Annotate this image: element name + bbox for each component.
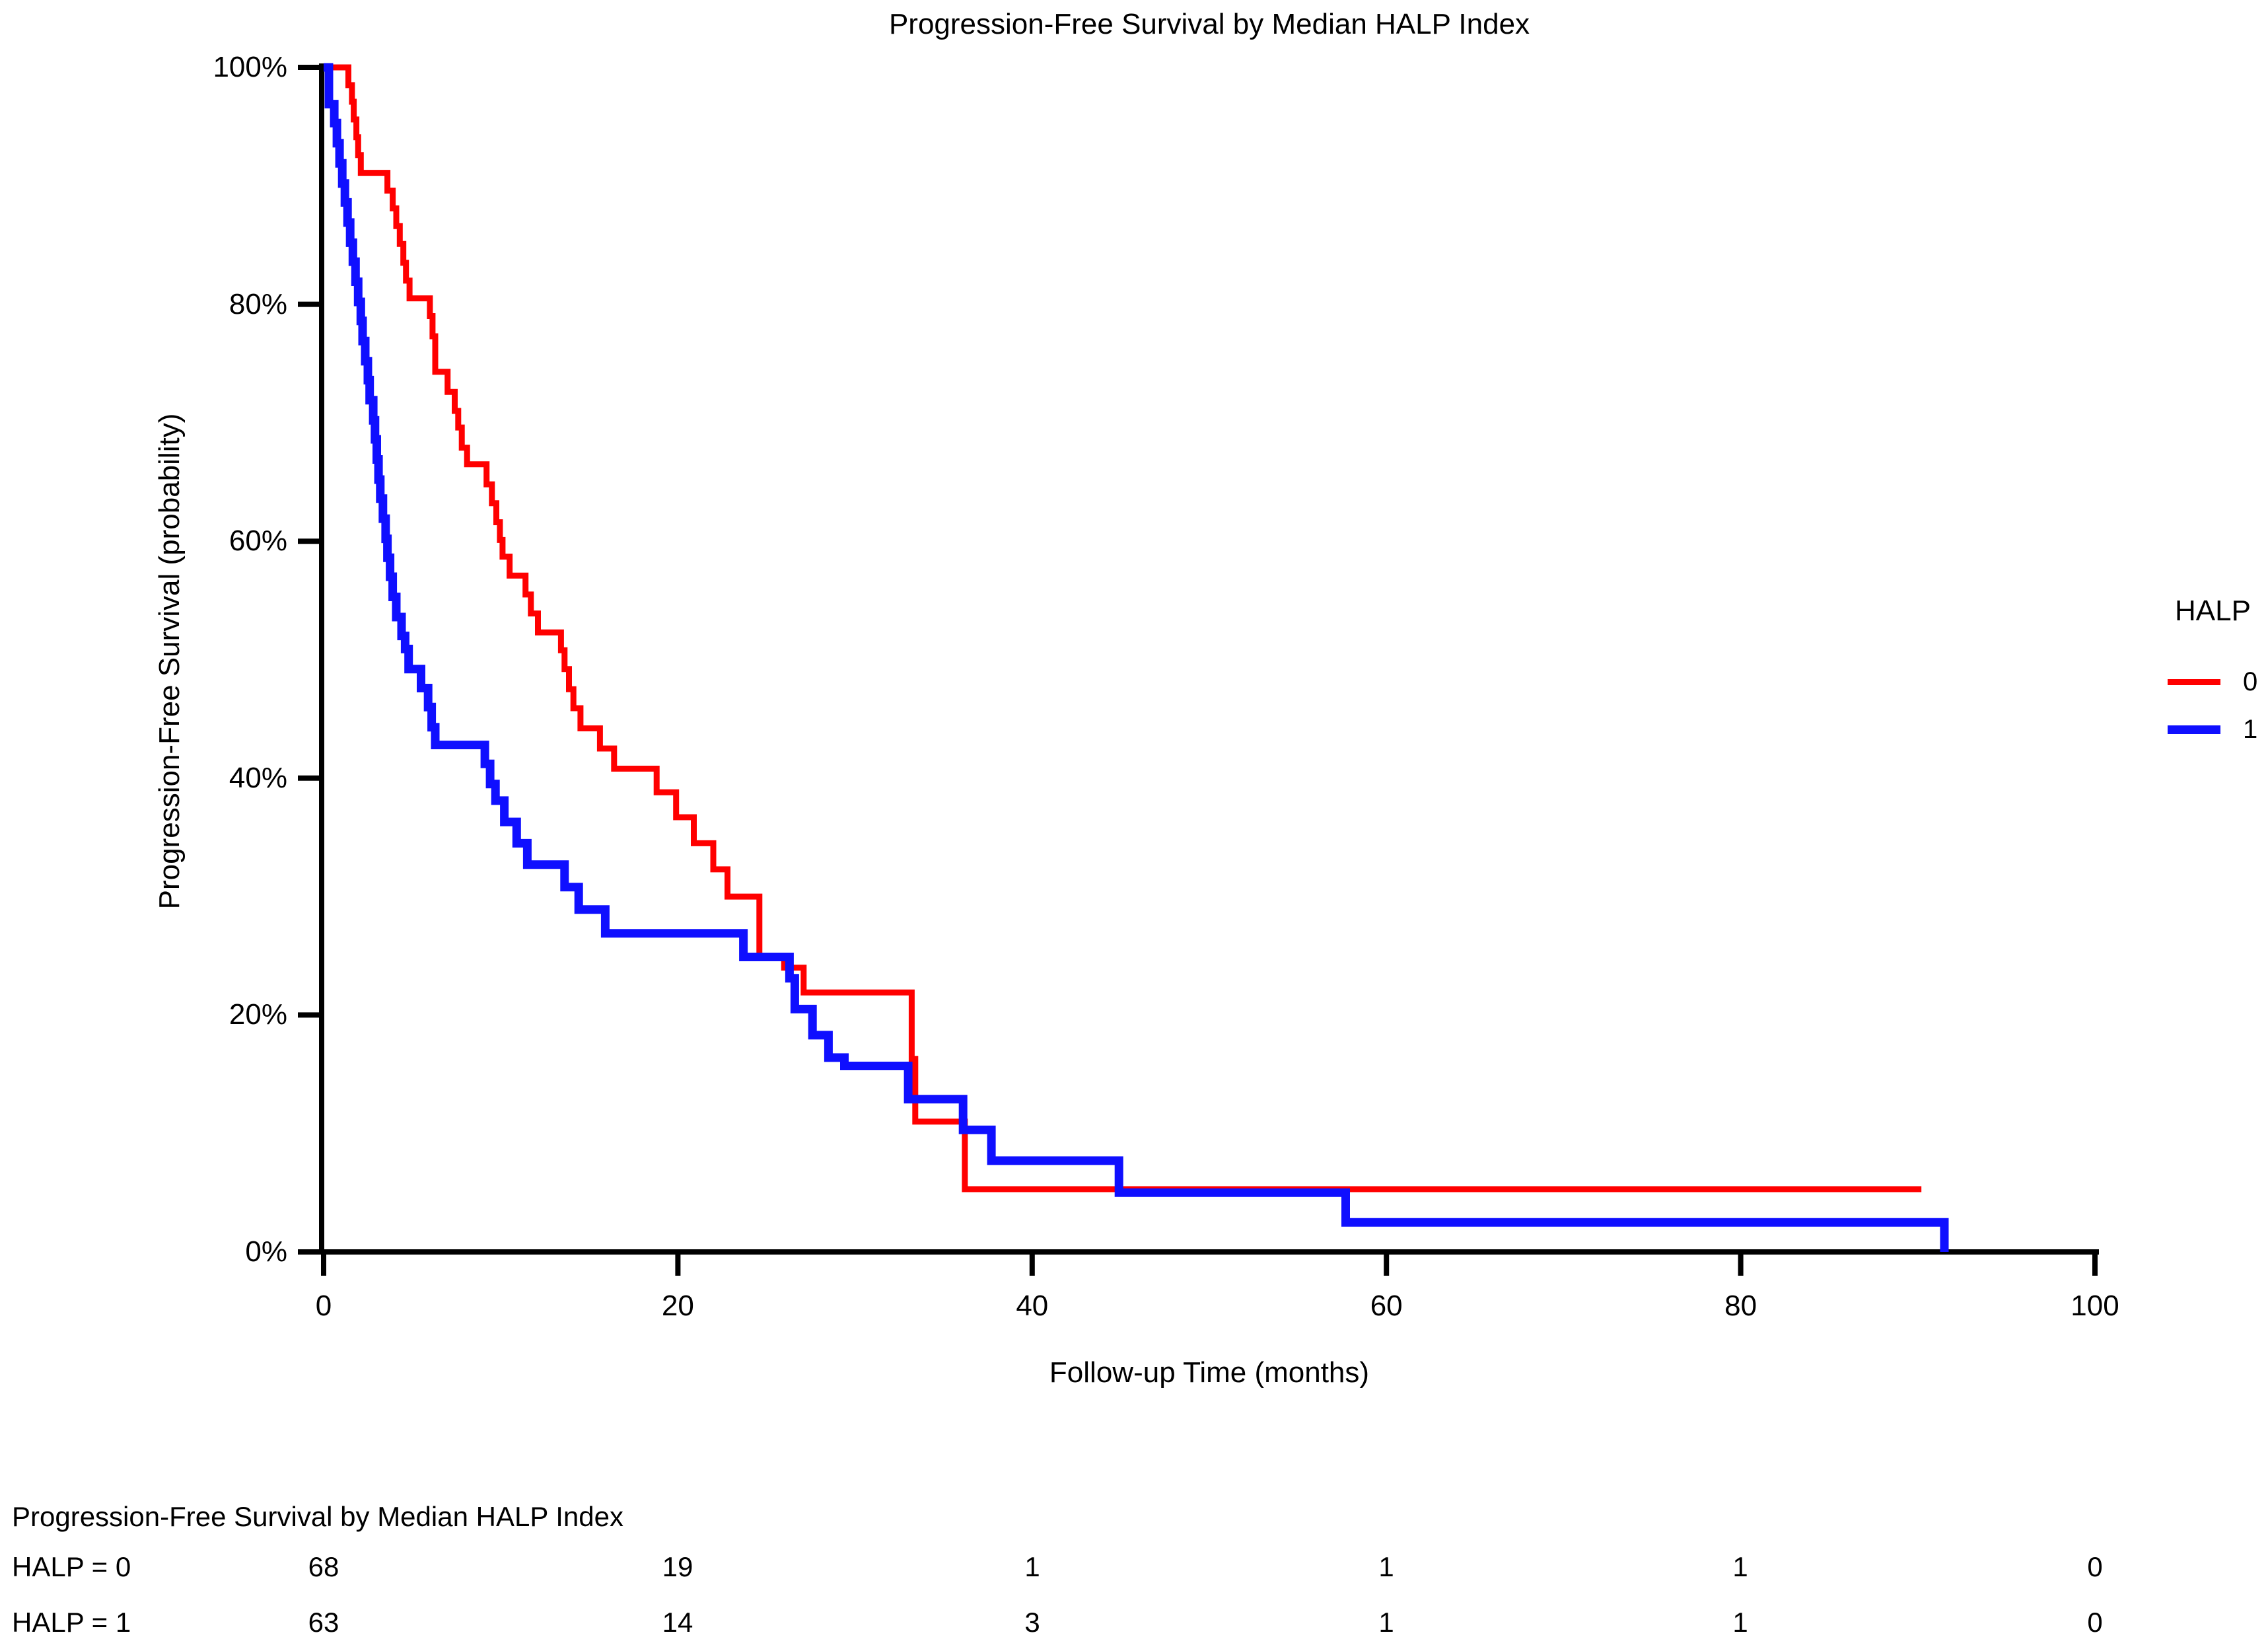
legend-title: HALP <box>2175 595 2251 627</box>
y-tick-label: 0% <box>245 1235 287 1268</box>
y-axis-title: Progression-Free Survival (probability) <box>153 413 186 910</box>
y-tick-label: 60% <box>229 525 287 558</box>
risk-table-title: Progression-Free Survival by Median HALP… <box>12 1501 623 1532</box>
y-tick-label: 40% <box>229 761 287 794</box>
red-line-swatch-icon <box>2168 679 2220 685</box>
legend: HALP 0 1 <box>2160 595 2268 753</box>
legend-item: 0 <box>2168 667 2257 697</box>
blue-line-swatch-icon <box>2168 725 2220 734</box>
risk-count: 63 <box>308 1607 339 1638</box>
x-tick-label: 80 <box>1724 1290 1757 1322</box>
legend-item: 1 <box>2168 715 2257 745</box>
x-axis-title: Follow-up Time (months) <box>1049 1356 1370 1389</box>
legend-item-label: 1 <box>2243 715 2258 744</box>
risk-count: 19 <box>662 1551 693 1582</box>
y-tick-label: 80% <box>229 287 287 320</box>
km-curve-halp1 <box>324 63 1949 1252</box>
survival-curves <box>324 63 1949 1252</box>
risk-table-row: HALP = 1 63 14 3 1 1 0 <box>0 1607 2268 1641</box>
km-curve-halp0 <box>324 64 1922 1192</box>
risk-count: 0 <box>2087 1607 2103 1638</box>
risk-table-row: HALP = 0 68 19 1 1 1 0 <box>0 1551 2268 1586</box>
x-tick-label: 20 <box>661 1290 694 1322</box>
chart-title: Progression-Free Survival by Median HALP… <box>888 8 1530 40</box>
risk-row-label: HALP = 0 <box>12 1551 131 1582</box>
y-tick-label: 20% <box>229 998 287 1031</box>
x-tick-label: 100 <box>2071 1290 2119 1322</box>
y-tick-label: 100% <box>213 51 287 83</box>
risk-count: 1 <box>1024 1551 1040 1582</box>
risk-count: 1 <box>1732 1607 1748 1638</box>
risk-count: 14 <box>662 1607 693 1638</box>
risk-row-label: HALP = 1 <box>12 1607 131 1638</box>
x-tick-label: 40 <box>1016 1290 1049 1322</box>
axis-ticks <box>298 65 2098 1276</box>
risk-count: 0 <box>2087 1551 2103 1582</box>
legend-item-label: 0 <box>2243 667 2258 696</box>
risk-count: 1 <box>1732 1551 1748 1582</box>
x-tick-label: 0 <box>315 1290 332 1322</box>
x-tick-label: 60 <box>1370 1290 1403 1322</box>
risk-count: 68 <box>308 1551 339 1582</box>
risk-count: 3 <box>1024 1607 1040 1638</box>
risk-count: 1 <box>1378 1551 1394 1582</box>
risk-count: 1 <box>1378 1607 1394 1638</box>
